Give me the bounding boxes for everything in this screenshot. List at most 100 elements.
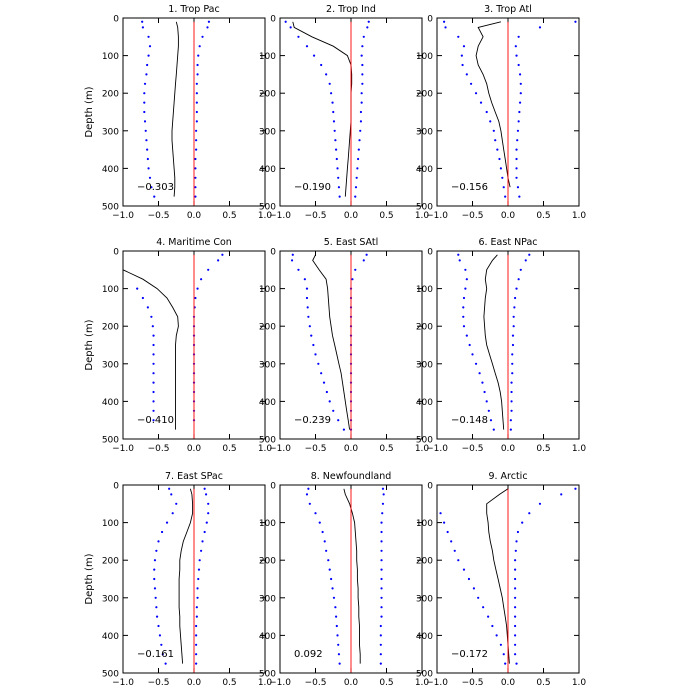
- series-point: [514, 577, 517, 581]
- series-point: [200, 278, 203, 281]
- y-tick-label: 200: [416, 323, 433, 333]
- series-point: [153, 559, 157, 562]
- y-tick-label: 500: [416, 203, 433, 213]
- series-point: [355, 176, 358, 179]
- series-point: [143, 92, 146, 95]
- series-point: [152, 390, 155, 394]
- series-point: [574, 20, 577, 23]
- series-point: [318, 521, 321, 524]
- series-point: [361, 82, 364, 85]
- series-point: [365, 253, 368, 256]
- series-point: [494, 139, 497, 142]
- panel-title: 9. Arctic: [488, 471, 527, 482]
- series-point: [498, 157, 501, 161]
- y-tick-label: 400: [416, 398, 433, 408]
- y-axis-label: Depth (m): [84, 86, 95, 137]
- series-point: [462, 568, 466, 571]
- series-point: [150, 315, 153, 318]
- y-tick-label: 100: [259, 52, 276, 62]
- series-point: [511, 343, 515, 347]
- series-point: [307, 487, 310, 490]
- series-point: [357, 148, 360, 151]
- panel-frame: [279, 17, 423, 207]
- series-point: [485, 400, 488, 403]
- y-tick-label: 400: [416, 165, 433, 175]
- series-point: [518, 73, 522, 76]
- series-point: [517, 35, 520, 38]
- series-point: [197, 54, 200, 57]
- series-point: [320, 63, 323, 67]
- series-point: [501, 176, 504, 179]
- y-tick-label: 200: [259, 90, 276, 100]
- series-line-mean: [122, 269, 179, 430]
- series-point: [336, 634, 339, 637]
- series-point: [297, 35, 300, 38]
- panel-frame: [279, 484, 423, 674]
- series-point: [195, 129, 198, 132]
- series-point: [524, 259, 527, 262]
- series-point: [152, 353, 155, 356]
- y-tick-label: 0: [427, 248, 433, 258]
- series-point: [468, 343, 471, 347]
- x-tick-label: 1.0: [258, 211, 273, 221]
- y-tick-label: 0: [113, 248, 119, 258]
- series-point: [521, 521, 524, 524]
- series-point: [357, 157, 360, 161]
- series-point: [314, 512, 317, 515]
- series-point: [457, 559, 460, 562]
- x-tick-label: 1.0: [572, 678, 587, 688]
- x-tick-label: 0.0: [344, 211, 359, 221]
- x-tick-label: 1.0: [572, 211, 587, 221]
- series-point: [512, 325, 515, 328]
- panel-4: 4. Maritime Con Depth (m) −1.0 −0.5 0.0 0.5 1.…: [84, 237, 272, 454]
- y-tick-label: 400: [259, 165, 276, 175]
- series-point: [380, 587, 383, 590]
- x-tick-label: 1.0: [415, 444, 430, 454]
- series-point: [144, 129, 147, 132]
- y-tick-label: 500: [416, 670, 433, 680]
- panel-frame: [436, 250, 580, 440]
- series-point: [514, 559, 517, 562]
- series-point: [510, 381, 513, 384]
- y-tick-label: 300: [259, 594, 276, 604]
- series-point: [305, 45, 309, 48]
- series-point: [194, 157, 197, 161]
- series-point: [221, 253, 224, 256]
- series-point: [458, 259, 461, 262]
- series-point: [152, 362, 155, 365]
- series-point: [195, 101, 198, 104]
- y-tick-label: 300: [259, 127, 276, 137]
- x-tick-label: 1.0: [258, 444, 273, 454]
- x-tick-label: 0.5: [222, 444, 236, 454]
- series-point: [155, 549, 158, 552]
- series-point: [207, 512, 210, 515]
- series-point: [356, 167, 359, 170]
- series-point: [153, 577, 156, 581]
- series-point: [462, 325, 466, 328]
- series-point: [443, 521, 446, 524]
- series-upper-points: [514, 20, 577, 198]
- series-point: [511, 353, 514, 356]
- series-point: [321, 530, 324, 534]
- series-point: [207, 20, 211, 23]
- x-tick-label: 0.0: [187, 678, 202, 688]
- series-point: [491, 624, 494, 628]
- series-point: [504, 662, 507, 665]
- series-point: [511, 334, 515, 337]
- series-point: [380, 596, 383, 599]
- series-point: [334, 148, 338, 151]
- series-point: [474, 92, 478, 95]
- series-point: [308, 502, 311, 505]
- series-point: [195, 148, 198, 151]
- x-tick-label: 0.0: [501, 211, 516, 221]
- series-point: [168, 487, 171, 490]
- series-point: [332, 120, 336, 123]
- series-point: [358, 139, 361, 142]
- series-point: [204, 493, 208, 496]
- series-point: [334, 615, 338, 618]
- series-point: [338, 195, 341, 198]
- panel-7: 7. East SPac Depth (m) −1.0 −0.5 0.0 0.5 1.0 0 1…: [84, 471, 272, 688]
- y-tick-label: 400: [102, 165, 119, 175]
- series-point: [198, 45, 201, 48]
- series-line-mean: [483, 254, 505, 430]
